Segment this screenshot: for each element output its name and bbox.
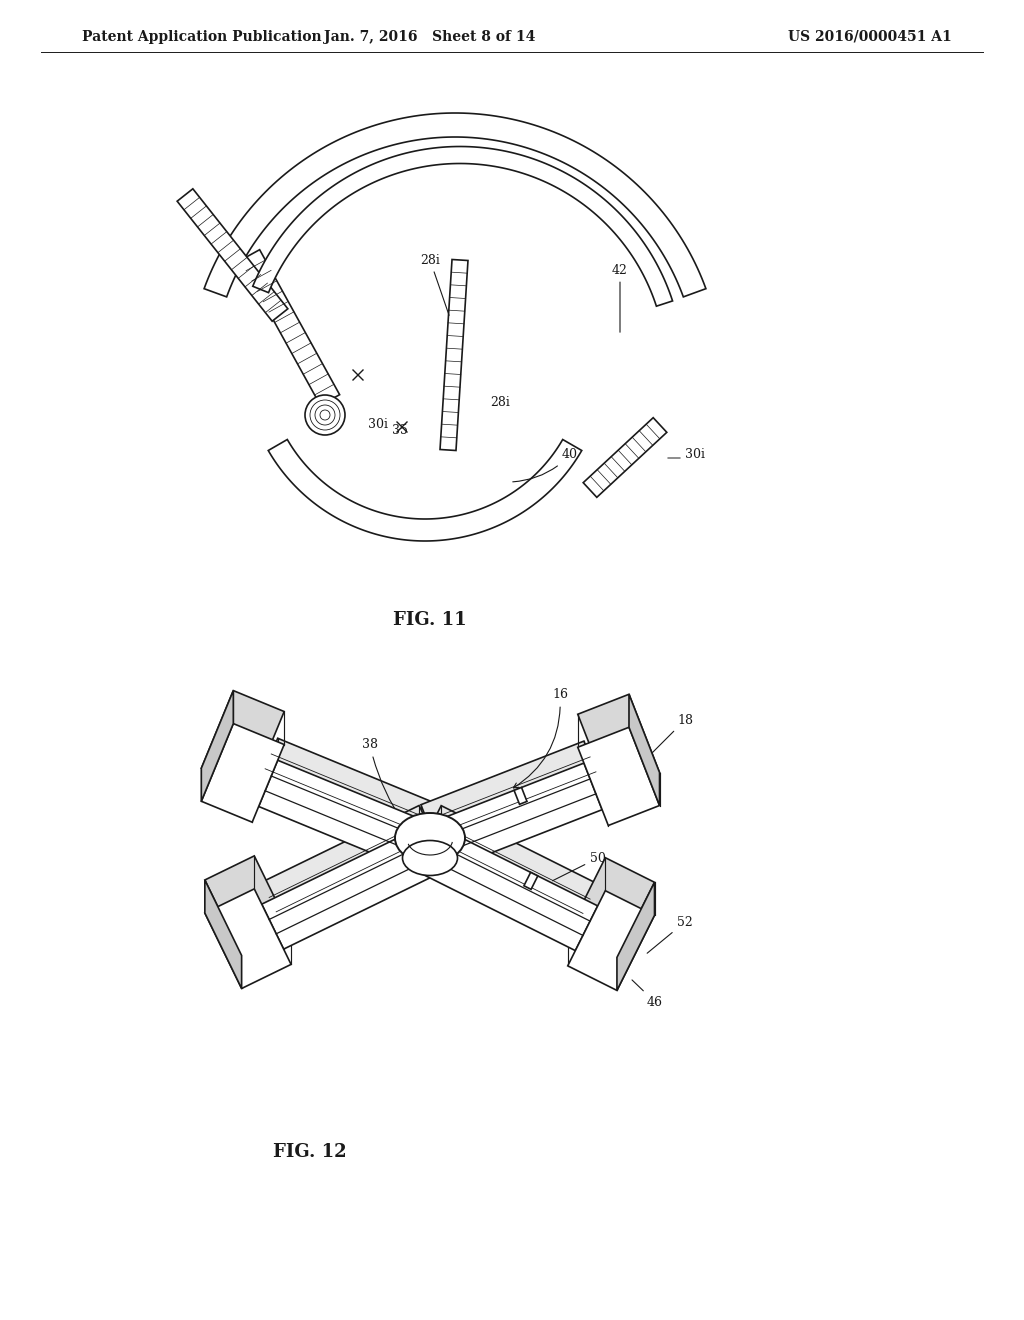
Polygon shape <box>205 888 291 989</box>
Circle shape <box>305 395 345 436</box>
Text: 42: 42 <box>612 264 628 333</box>
Polygon shape <box>421 741 602 851</box>
Text: 16: 16 <box>513 689 568 788</box>
Polygon shape <box>177 189 288 321</box>
Polygon shape <box>629 694 659 805</box>
Polygon shape <box>259 738 439 851</box>
Polygon shape <box>268 440 582 541</box>
Polygon shape <box>262 805 441 927</box>
Polygon shape <box>421 763 602 874</box>
Ellipse shape <box>395 813 465 863</box>
Polygon shape <box>578 727 659 825</box>
Polygon shape <box>259 760 439 873</box>
Polygon shape <box>205 855 291 956</box>
Polygon shape <box>262 828 441 949</box>
Text: Jan. 7, 2016   Sheet 8 of 14: Jan. 7, 2016 Sheet 8 of 14 <box>325 30 536 44</box>
Text: 50: 50 <box>553 851 606 880</box>
Polygon shape <box>584 417 667 498</box>
Polygon shape <box>524 873 538 890</box>
Polygon shape <box>205 880 242 989</box>
Polygon shape <box>202 690 233 801</box>
Polygon shape <box>253 147 673 306</box>
Polygon shape <box>578 694 659 792</box>
Polygon shape <box>514 788 527 804</box>
Text: 28i: 28i <box>420 253 450 315</box>
Text: US 2016/0000451 A1: US 2016/0000451 A1 <box>788 30 952 44</box>
Polygon shape <box>419 805 598 929</box>
Polygon shape <box>419 828 598 950</box>
Polygon shape <box>241 249 340 405</box>
Text: 28i: 28i <box>490 396 510 408</box>
Text: FIG. 12: FIG. 12 <box>273 1143 347 1162</box>
Polygon shape <box>567 858 654 957</box>
Text: 40: 40 <box>513 449 578 482</box>
Polygon shape <box>440 260 468 450</box>
Polygon shape <box>616 882 654 990</box>
Text: 30i: 30i <box>685 449 705 462</box>
Polygon shape <box>204 114 706 297</box>
Polygon shape <box>567 891 654 990</box>
Text: 30i: 30i <box>368 418 388 432</box>
Text: 38: 38 <box>362 738 403 822</box>
Text: 18: 18 <box>652 714 693 752</box>
Text: 46: 46 <box>632 979 663 1008</box>
Text: 52: 52 <box>647 916 693 953</box>
Polygon shape <box>202 723 285 822</box>
Text: Patent Application Publication: Patent Application Publication <box>82 30 322 44</box>
Ellipse shape <box>402 841 458 875</box>
Text: FIG. 11: FIG. 11 <box>393 611 467 630</box>
Polygon shape <box>202 690 285 789</box>
Text: 35: 35 <box>392 424 408 437</box>
